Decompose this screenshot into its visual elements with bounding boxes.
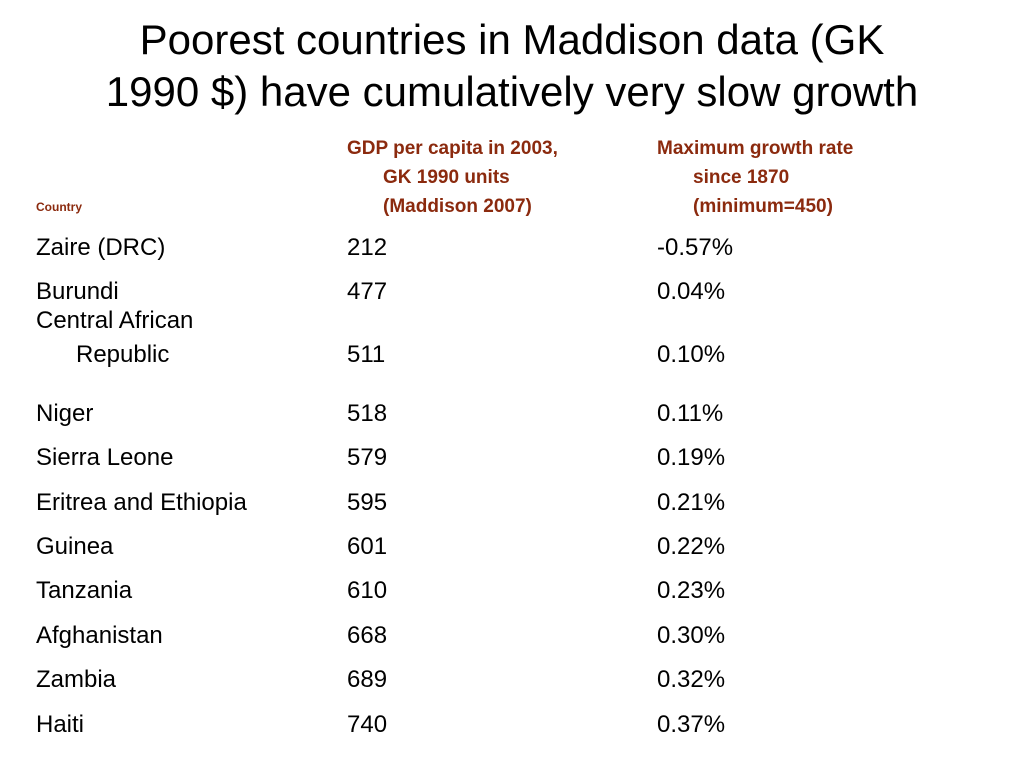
growth-rate-cell: 0.22% — [657, 532, 726, 560]
data-table: Zaire (DRC) 212 -0.57% Burundi 477 0.04%… — [0, 223, 1024, 744]
table-row: Zambia 689 0.32% — [0, 655, 1024, 699]
table-row: Guinea 601 0.22% — [0, 522, 1024, 566]
table-row: Eritrea and Ethiopia 595 0.21% — [0, 478, 1024, 522]
gdp-cell: 689 — [347, 666, 388, 694]
column-header-growth: Maximum growth rate since 1870 (minimum=… — [657, 134, 853, 221]
country-cell: Eritrea and Ethiopia — [36, 488, 247, 516]
column-header-gdp: GDP per capita in 2003, GK 1990 units (M… — [347, 134, 558, 221]
country-cell: Niger — [36, 399, 94, 427]
gdp-cell: 668 — [347, 621, 388, 649]
table-row: Afghanistan 668 0.30% — [0, 611, 1024, 655]
column-header-growth-line-3: (minimum=450) — [693, 196, 833, 217]
growth-rate-cell: 0.30% — [657, 621, 726, 649]
growth-rate-cell: 0.23% — [657, 577, 726, 605]
growth-rate-cell: 0.21% — [657, 488, 726, 516]
column-header-gdp-line-1: GDP per capita in 2003, — [347, 138, 558, 159]
gdp-cell: 511 — [347, 340, 386, 368]
gdp-cell: 212 — [347, 234, 388, 261]
country-cell: Central African Republic — [36, 304, 276, 372]
country-cell: Haiti — [36, 710, 85, 738]
column-header-gdp-line-3: (Maddison 2007) — [383, 196, 532, 217]
country-cell: Afghanistan — [36, 621, 163, 649]
table-row: Tanzania 610 0.23% — [0, 566, 1024, 610]
slide-title-line-2: 1990 $) have cumulatively very slow grow… — [105, 68, 919, 115]
growth-rate-cell: 0.32% — [657, 666, 726, 694]
growth-rate-cell: 0.04% — [657, 278, 726, 306]
country-cell: Zambia — [36, 666, 117, 694]
growth-rate-cell: -0.57% — [657, 234, 734, 261]
growth-rate-cell: 0.11% — [657, 399, 724, 427]
country-cell: Guinea — [36, 532, 114, 560]
gdp-cell: 595 — [347, 488, 388, 516]
column-header-country: Country — [36, 200, 82, 214]
country-cell: Sierra Leone — [36, 444, 174, 472]
country-cell: Burundi — [36, 278, 119, 306]
gdp-cell: 477 — [347, 278, 388, 306]
growth-rate-cell: 0.37% — [657, 710, 726, 738]
growth-rate-cell: 0.19% — [657, 444, 726, 472]
table-row: Burundi 477 0.04% — [0, 267, 1024, 311]
table-row: Zaire (DRC) 212 -0.57% — [0, 223, 1024, 267]
growth-rate-cell: 0.10% — [657, 340, 726, 368]
country-cell-line-1: Central African — [36, 306, 194, 334]
table-row: Sierra Leone 579 0.19% — [0, 433, 1024, 477]
slide-title-line-1: Poorest countries in Maddison data (GK — [139, 16, 885, 63]
gdp-cell: 610 — [347, 577, 388, 605]
column-header-gdp-line-2: GK 1990 units — [383, 167, 510, 188]
country-cell: Tanzania — [36, 577, 133, 605]
column-header-growth-line-1: Maximum growth rate — [657, 138, 854, 159]
slide-title: Poorest countries in Maddison data (GK 1… — [0, 14, 1024, 118]
gdp-cell: 601 — [347, 532, 388, 560]
table-row: Central African Republic 511 0.10% — [0, 307, 1024, 389]
country-cell: Zaire (DRC) — [36, 234, 166, 261]
gdp-cell: 518 — [347, 399, 388, 427]
country-cell-line-2: Republic — [76, 340, 170, 368]
gdp-cell: 740 — [347, 710, 388, 738]
table-row: Haiti 740 0.37% — [0, 700, 1024, 744]
column-header-growth-line-2: since 1870 — [693, 167, 790, 188]
gdp-cell: 579 — [347, 444, 388, 472]
table-row: Niger 518 0.11% — [0, 389, 1024, 433]
